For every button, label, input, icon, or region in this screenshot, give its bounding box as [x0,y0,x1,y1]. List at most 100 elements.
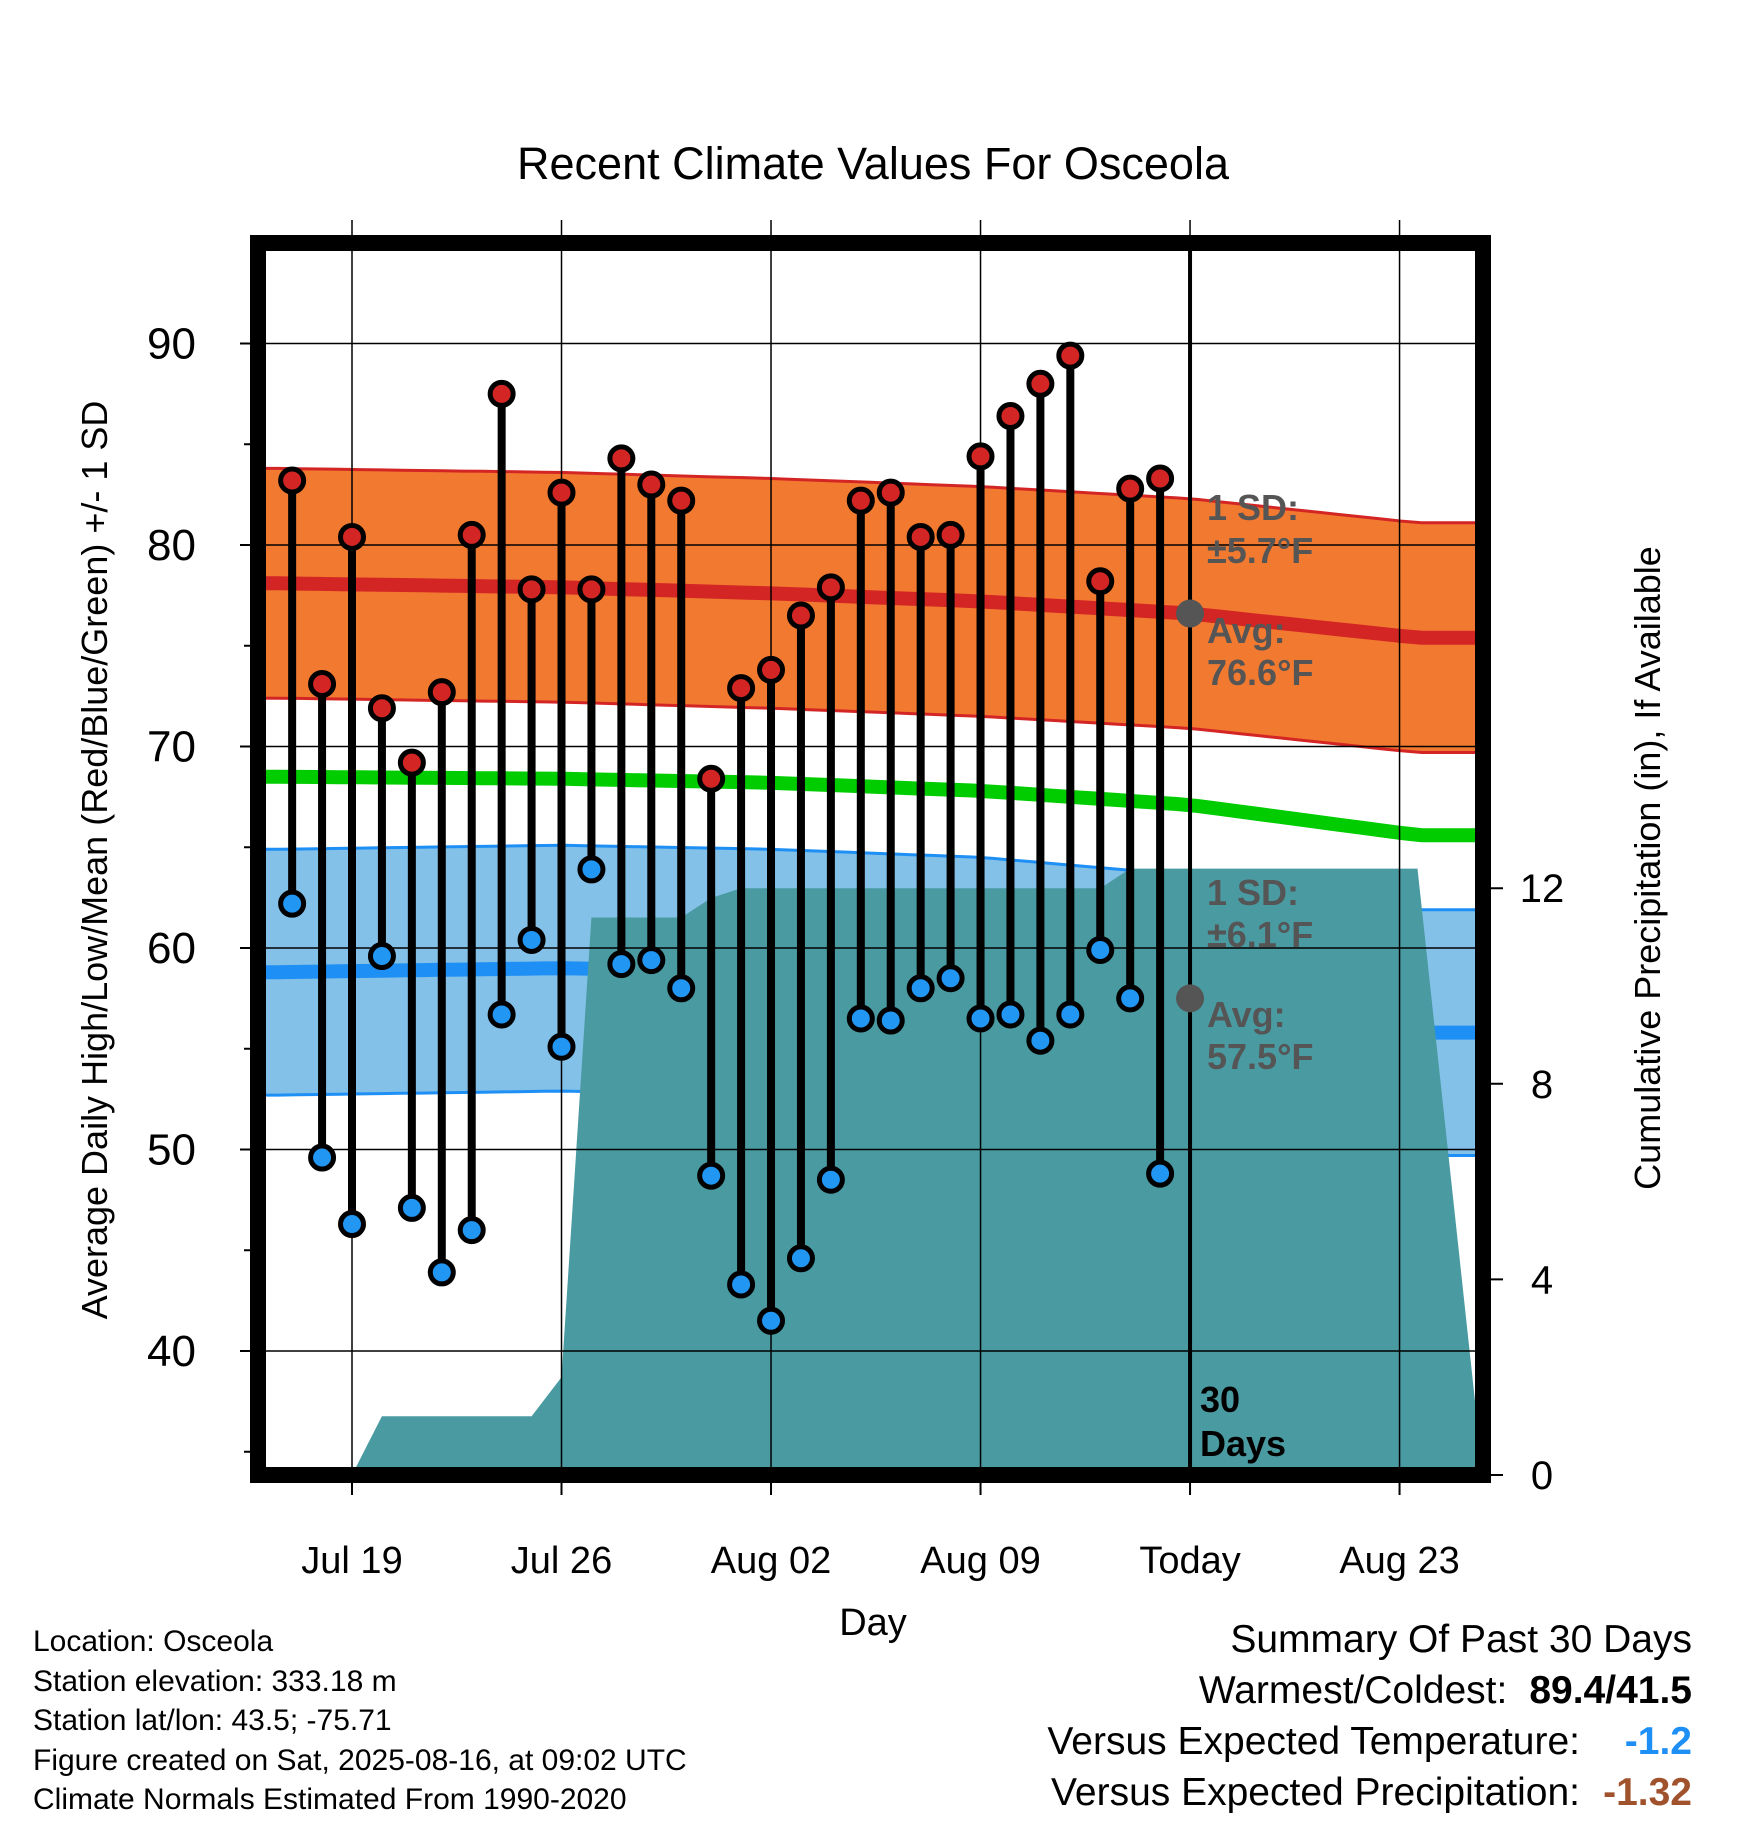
daily-high-point [906,522,935,551]
daily-high-point [727,674,756,703]
y2-tick-label: 4 [1531,1258,1553,1302]
normal-mean-line [258,769,1483,843]
daily-high-point [637,470,666,499]
precip-label: Versus Expected Precipitation: [1051,1771,1580,1814]
daily-low-point [457,1216,486,1245]
low-sd-value: ±6.1°F [1207,914,1313,955]
temp-label: Versus Expected Temperature: [1047,1720,1580,1763]
summary-precip-row: Versus Expected Precipitation: -1.32 [1047,1767,1692,1818]
y-tick-label: 50 [147,1126,196,1175]
daily-low-point [757,1306,786,1335]
created-text: Figure created on Sat, 2025-08-16, at 09… [33,1743,687,1777]
window-unit: Days [1200,1423,1286,1464]
summary-warm-cold-row: Warmest/Coldest: 89.4/41.5 [1047,1665,1692,1716]
daily-low-point [278,889,307,918]
daily-low-point [338,1210,366,1239]
daily-low-point [367,942,396,971]
x-tick-label: Jul 19 [301,1540,402,1582]
daily-high-point [1056,341,1085,370]
location-text: Location: Osceola [33,1625,274,1658]
daily-low-point [547,1032,576,1061]
daily-low-point [1086,936,1115,965]
today-normal-low-marker [1176,984,1205,1013]
daily-low-point [517,925,546,954]
y2-tick-label: 8 [1531,1063,1553,1107]
temp-value: -1.2 [1624,1720,1692,1763]
daily-high-point [338,522,366,551]
daily-high-point [308,670,337,699]
daily-high-point [667,486,696,515]
daily-high-point [547,478,576,507]
low-avg-label: Avg: [1207,994,1286,1035]
daily-low-point [487,1000,516,1029]
daily-low-point [1026,1026,1055,1055]
daily-low-point [1056,1000,1085,1029]
x-tick-label: Jul 26 [511,1540,612,1582]
plot-frame [250,235,1491,1483]
y2-tick-label: 12 [1520,867,1565,911]
daily-high-point [876,478,905,507]
daily-high-point [1116,474,1145,503]
daily-low-point [308,1143,337,1172]
station-info: Location: Osceola Station elevation: 333… [33,1622,687,1820]
daily-high-point [1146,464,1175,493]
daily-low-point [1146,1159,1175,1188]
daily-high-point [457,520,486,549]
today-normal-high-marker [1176,599,1205,628]
y2-tick-label: 0 [1531,1454,1553,1498]
daily-high-point [966,442,995,471]
y-axis-label: Average Daily High/Low/Mean (Red/Blue/Gr… [74,401,115,1320]
daily-low-point [577,855,606,884]
daily-low-point [966,1004,995,1033]
daily-high-point [1026,369,1055,398]
window-count: 30 [1200,1379,1240,1420]
daily-high-point [757,655,786,684]
daily-high-point [996,402,1025,431]
high-sd-band-upper-edge [258,466,1483,525]
daily-low-point [727,1270,756,1299]
x-tick-label: Aug 09 [920,1540,1040,1582]
high-avg-value: 76.6°F [1207,652,1313,693]
low-sd-label: 1 SD: [1207,872,1299,913]
high-sd-label: 1 SD: [1207,487,1299,528]
daily-low-point [876,1006,905,1035]
warm-cold-value: 89.4/41.5 [1529,1669,1692,1712]
daily-high-point [278,466,307,495]
daily-low-point [637,946,666,975]
elevation-text: Station elevation: 333.18 m [33,1664,397,1698]
precip-area [258,868,1483,1475]
daily-low-point [427,1258,456,1287]
daily-low-point [697,1161,726,1190]
x-tick-label: Today [1139,1540,1240,1582]
daily-high-point [607,444,636,473]
daily-high-point [846,486,875,515]
x-tick-label: Aug 02 [711,1540,831,1582]
daily-low-point [1116,984,1145,1013]
daily-high-point [577,575,606,604]
daily-low-point [996,1000,1025,1029]
high-sd-value: ±5.7°F [1207,530,1313,571]
summary-heading: Summary Of Past 30 Days [1230,1618,1692,1661]
warm-cold-label: Warmest/Coldest: [1198,1669,1508,1712]
y2-axis-label: Cumulative Precipitation (in), If Availa… [1627,546,1668,1190]
y-tick-label: 80 [147,521,196,570]
daily-high-point [367,694,396,723]
daily-high-point [517,575,546,604]
y-tick-label: 40 [147,1327,196,1376]
daily-low-point [397,1193,426,1222]
high-avg-label: Avg: [1207,610,1286,651]
high-sd-band-lower-edge [257,696,1483,754]
daily-high-point [397,748,426,777]
normals-text: Climate Normals Estimated From 1990-2020 [33,1783,627,1816]
daily-high-point [1086,567,1115,596]
summary-temp-row: Versus Expected Temperature: -1.2 [1047,1716,1692,1767]
daily-low-point [667,974,696,1003]
precip-value: -1.32 [1603,1771,1692,1814]
summary-panel: Summary Of Past 30 Days Warmest/Coldest:… [1047,1614,1692,1818]
daily-low-point [846,1004,875,1033]
latlon-text: Station lat/lon: 43.5; -75.71 [33,1704,392,1737]
daily-high-point [427,678,456,707]
x-tick-label: Aug 23 [1339,1540,1459,1582]
